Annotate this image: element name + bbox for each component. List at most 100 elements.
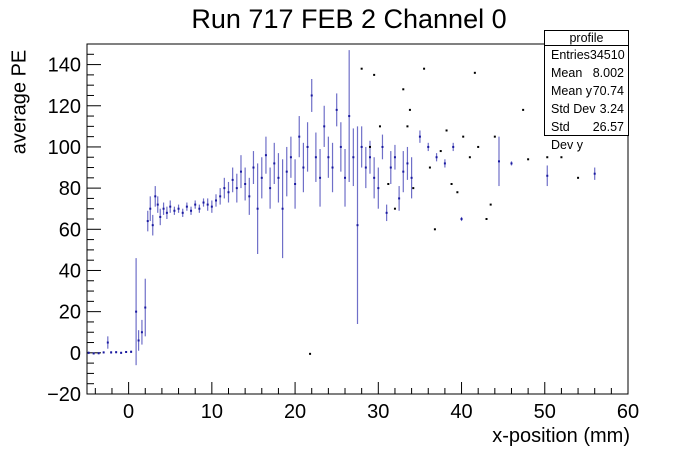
data-point	[462, 135, 465, 138]
data-point	[593, 172, 596, 175]
y-tick-label: 80	[59, 178, 81, 200]
x-tick-label: 20	[284, 401, 306, 423]
y-tick-label: 0	[70, 343, 81, 365]
data-point	[485, 218, 488, 220]
stats-label: Mean	[551, 66, 583, 80]
data-point	[190, 209, 193, 212]
stats-box-title: profile	[545, 31, 628, 46]
x-axis-label: x-position (mm)	[492, 425, 630, 447]
data-point	[406, 125, 409, 128]
data-point	[546, 156, 549, 159]
data-point	[418, 135, 421, 138]
data-point	[393, 156, 396, 159]
data-point	[165, 211, 168, 214]
data-point	[402, 170, 405, 173]
data-point	[439, 150, 442, 153]
y-axis-label: average PE	[8, 49, 31, 155]
data-point	[97, 352, 100, 355]
y-tick-label: 20	[59, 302, 81, 324]
data-point	[577, 176, 580, 179]
data-point	[306, 145, 309, 148]
data-point	[239, 170, 242, 173]
data-point	[110, 351, 113, 354]
data-point	[231, 178, 234, 181]
data-point	[339, 145, 342, 148]
data-point	[360, 67, 363, 70]
data-point	[181, 211, 184, 214]
data-point	[115, 351, 118, 354]
data-point	[410, 176, 413, 179]
data-point	[309, 352, 312, 355]
data-point	[227, 191, 230, 194]
data-point	[244, 183, 247, 185]
x-tick-labels: 0 10 20 30 40 50 60	[123, 401, 639, 423]
data-point	[327, 156, 330, 159]
data-point	[281, 207, 284, 210]
data-point	[381, 145, 384, 148]
data-point	[489, 203, 492, 206]
data-point	[256, 207, 259, 210]
data-point	[210, 205, 213, 208]
stats-value: 26.57	[592, 120, 624, 134]
x-tick-label: 10	[201, 401, 223, 423]
y-tick-label: 100	[48, 137, 81, 159]
data-point	[223, 187, 226, 190]
data-point	[248, 195, 251, 198]
data-point	[387, 183, 390, 185]
stats-label: Entries	[551, 48, 590, 62]
data-point	[408, 108, 411, 111]
data-point	[510, 162, 513, 165]
data-point	[140, 331, 143, 334]
data-point	[389, 166, 392, 169]
data-point	[335, 108, 338, 111]
data-point	[146, 220, 149, 223]
stats-label: Mean y	[551, 84, 592, 98]
data-point	[144, 306, 147, 309]
data-point	[427, 145, 430, 148]
data-point	[452, 145, 455, 148]
data-point	[302, 166, 305, 169]
data-point	[348, 115, 351, 118]
data-point	[92, 352, 95, 355]
data-point	[323, 125, 326, 128]
y-tick-label: 120	[48, 96, 81, 118]
stats-row-mean: Mean 8.002	[545, 64, 628, 82]
data-point	[373, 176, 376, 179]
data-point	[460, 218, 463, 220]
data-point	[497, 160, 500, 163]
data-point	[450, 183, 453, 185]
stats-row-std-dev: Std Dev 3.24	[545, 100, 628, 118]
data-point	[135, 310, 138, 313]
stats-value: 8.002	[592, 66, 624, 80]
data-point	[162, 207, 165, 210]
data-point	[435, 156, 438, 159]
x-tick-label: 50	[534, 401, 556, 423]
y-tick-label: 140	[48, 55, 81, 77]
chart-title: Run 717 FEB 2 Channel 0	[191, 4, 507, 34]
data-point	[273, 162, 276, 165]
data-point	[102, 351, 105, 354]
stats-box: profile Entries 34510 Mean 8.002 Mean y …	[544, 30, 629, 152]
data-point	[352, 156, 355, 159]
data-point	[149, 207, 152, 210]
data-point	[373, 73, 376, 76]
data-point	[314, 156, 317, 159]
data-point	[264, 154, 267, 157]
data-point	[298, 135, 301, 138]
data-point	[235, 187, 238, 190]
stats-row-entries: Entries 34510	[545, 46, 628, 64]
data-point	[120, 351, 123, 354]
data-point	[130, 350, 133, 353]
data-point	[368, 145, 371, 148]
data-point	[360, 145, 363, 148]
data-point	[294, 183, 297, 185]
data-point	[285, 170, 288, 173]
y-tick-label: 60	[59, 219, 81, 241]
data-point	[398, 197, 401, 200]
data-point	[185, 205, 188, 208]
stats-label: Std Dev y	[551, 120, 583, 152]
data-point	[154, 195, 157, 198]
data-point	[289, 156, 292, 159]
data-point	[443, 162, 446, 165]
